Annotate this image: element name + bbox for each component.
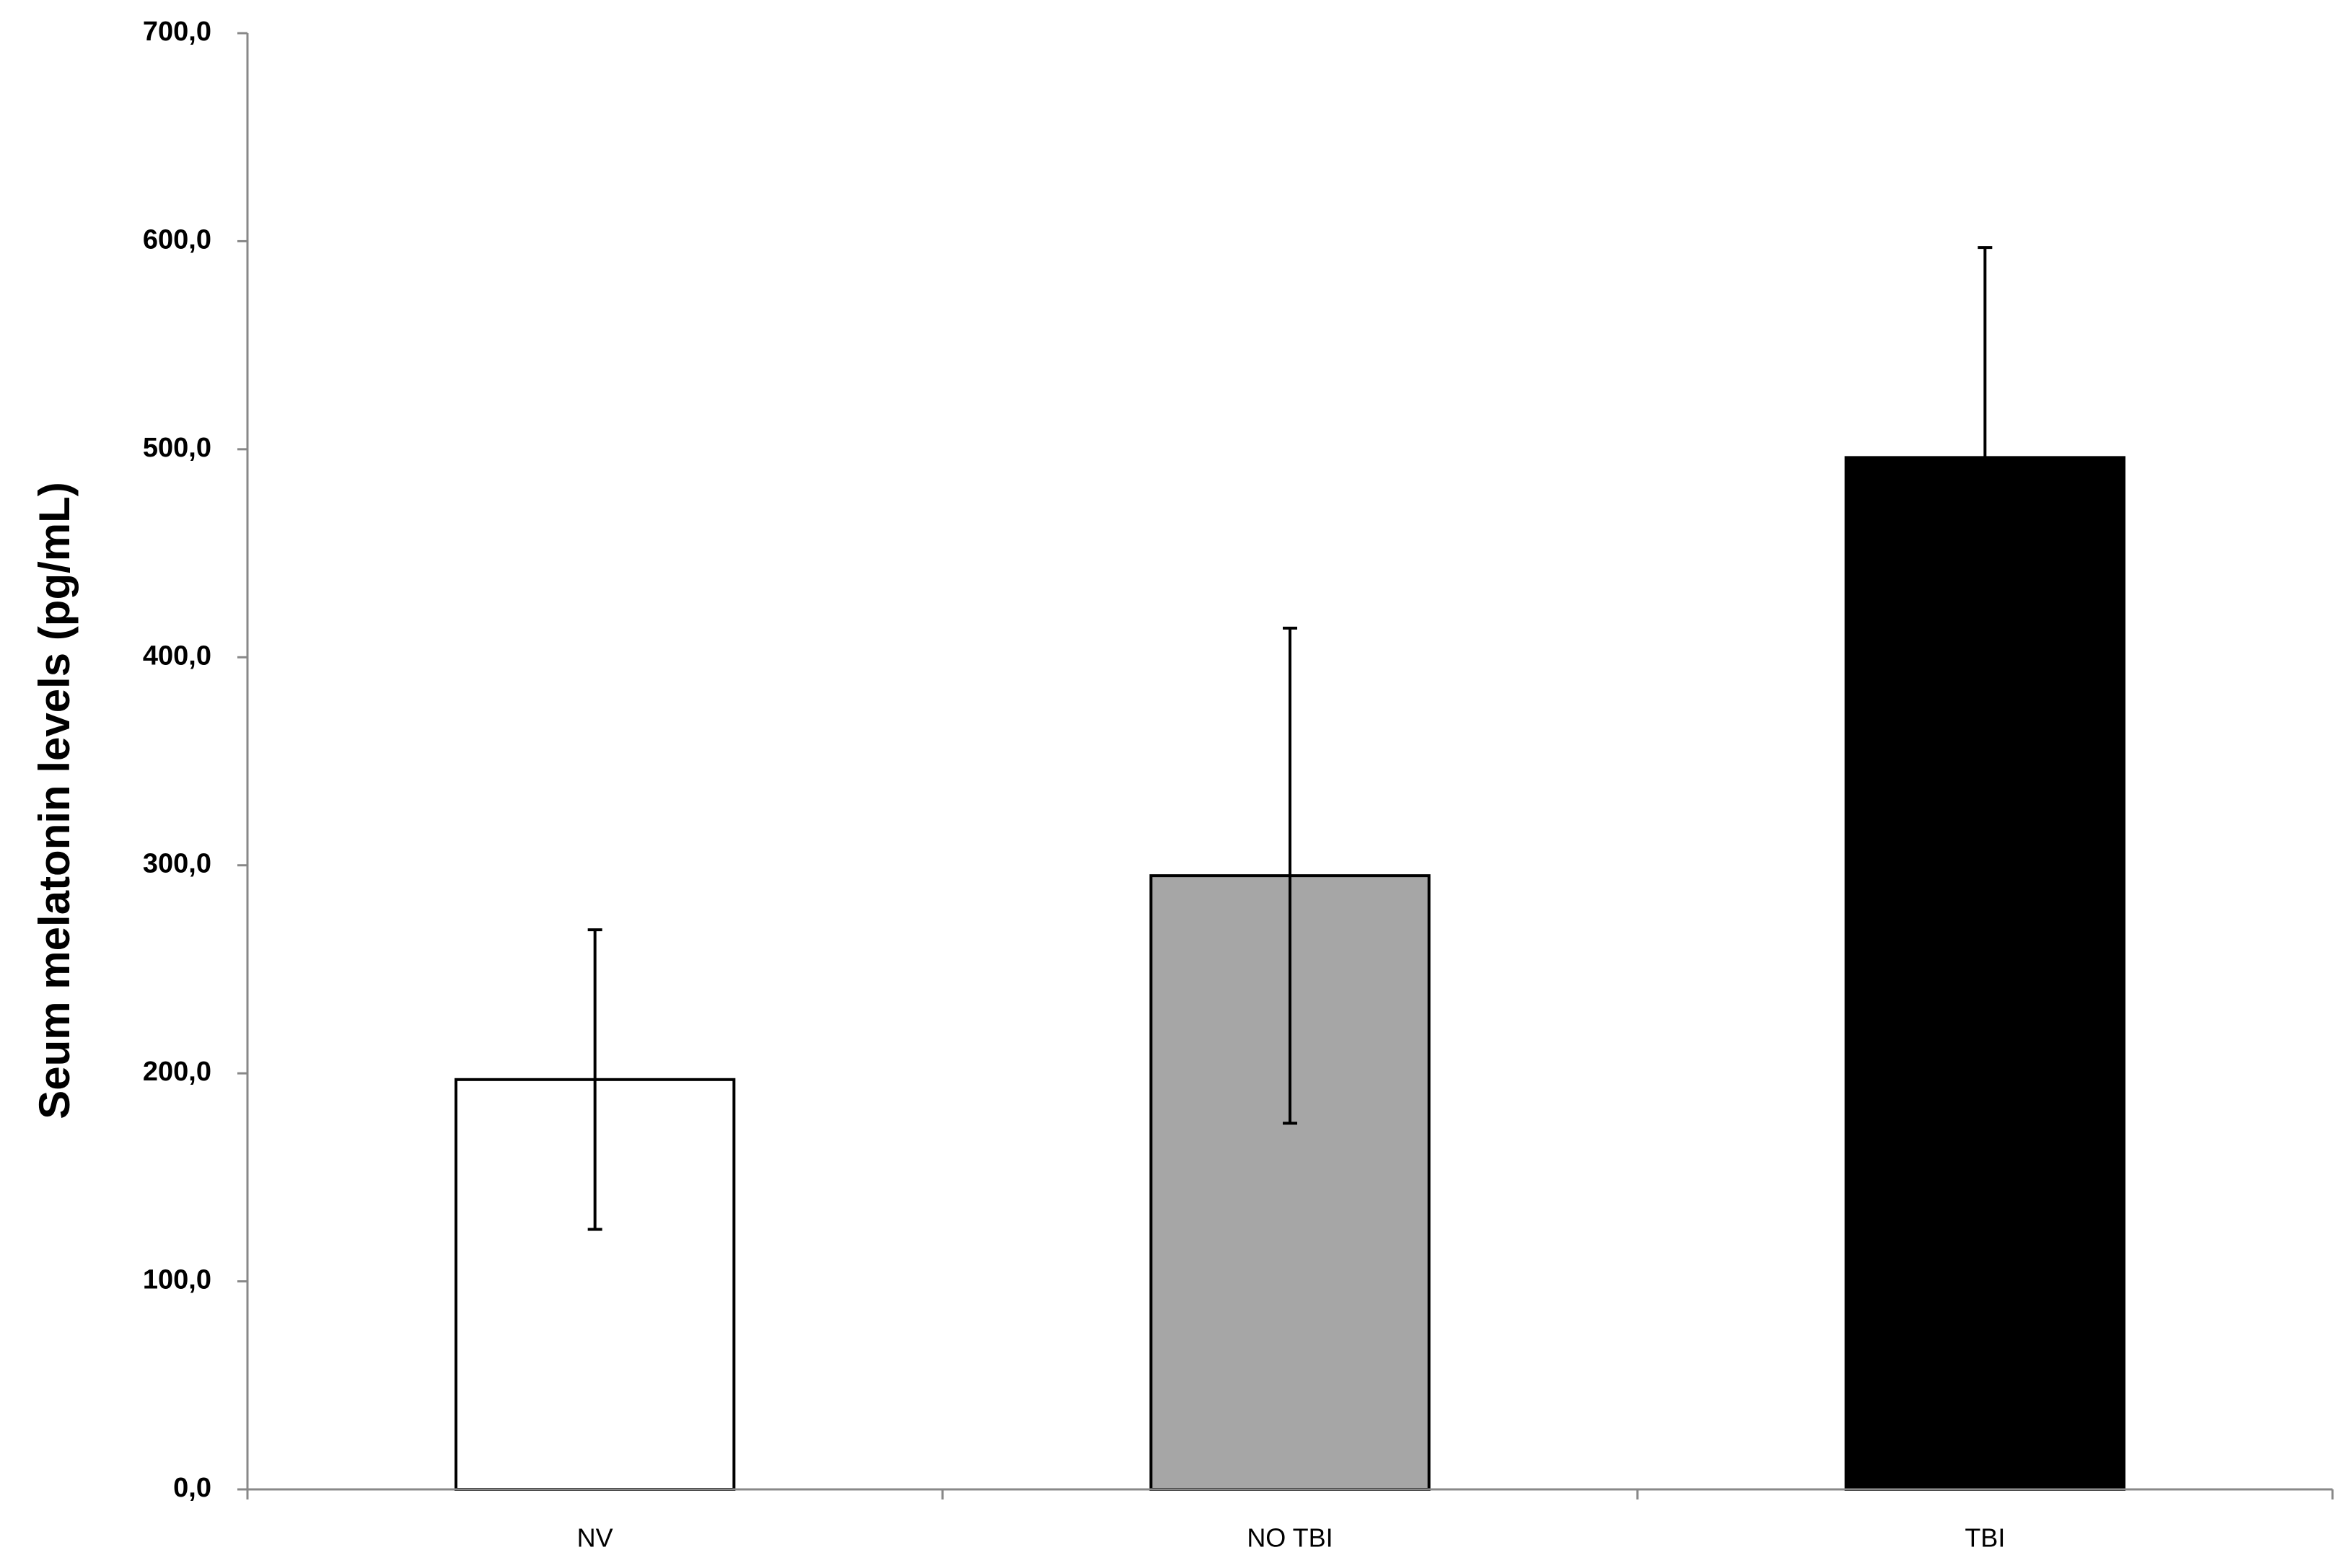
y-tick-label: 0,0: [173, 1473, 211, 1503]
error-bar: [1283, 626, 1297, 1125]
x-tick-label: NV: [577, 1523, 613, 1553]
y-tick-label: 500,0: [143, 433, 211, 463]
x-tick-label: TBI: [1965, 1523, 2005, 1553]
y-tick-label: 600,0: [143, 224, 211, 255]
y-tick-label: 200,0: [143, 1057, 211, 1087]
error-bar: [1978, 246, 1993, 669]
error-bar: [587, 928, 602, 1231]
y-tick-label: 300,0: [143, 849, 211, 879]
x-tick-label: NO TBI: [1247, 1523, 1333, 1553]
y-axis-title: Seum melatonin levels (pg/mL): [30, 482, 79, 1119]
y-tick-label: 100,0: [143, 1265, 211, 1295]
y-tick-label: 400,0: [143, 640, 211, 671]
y-tick-label: 700,0: [143, 17, 211, 47]
